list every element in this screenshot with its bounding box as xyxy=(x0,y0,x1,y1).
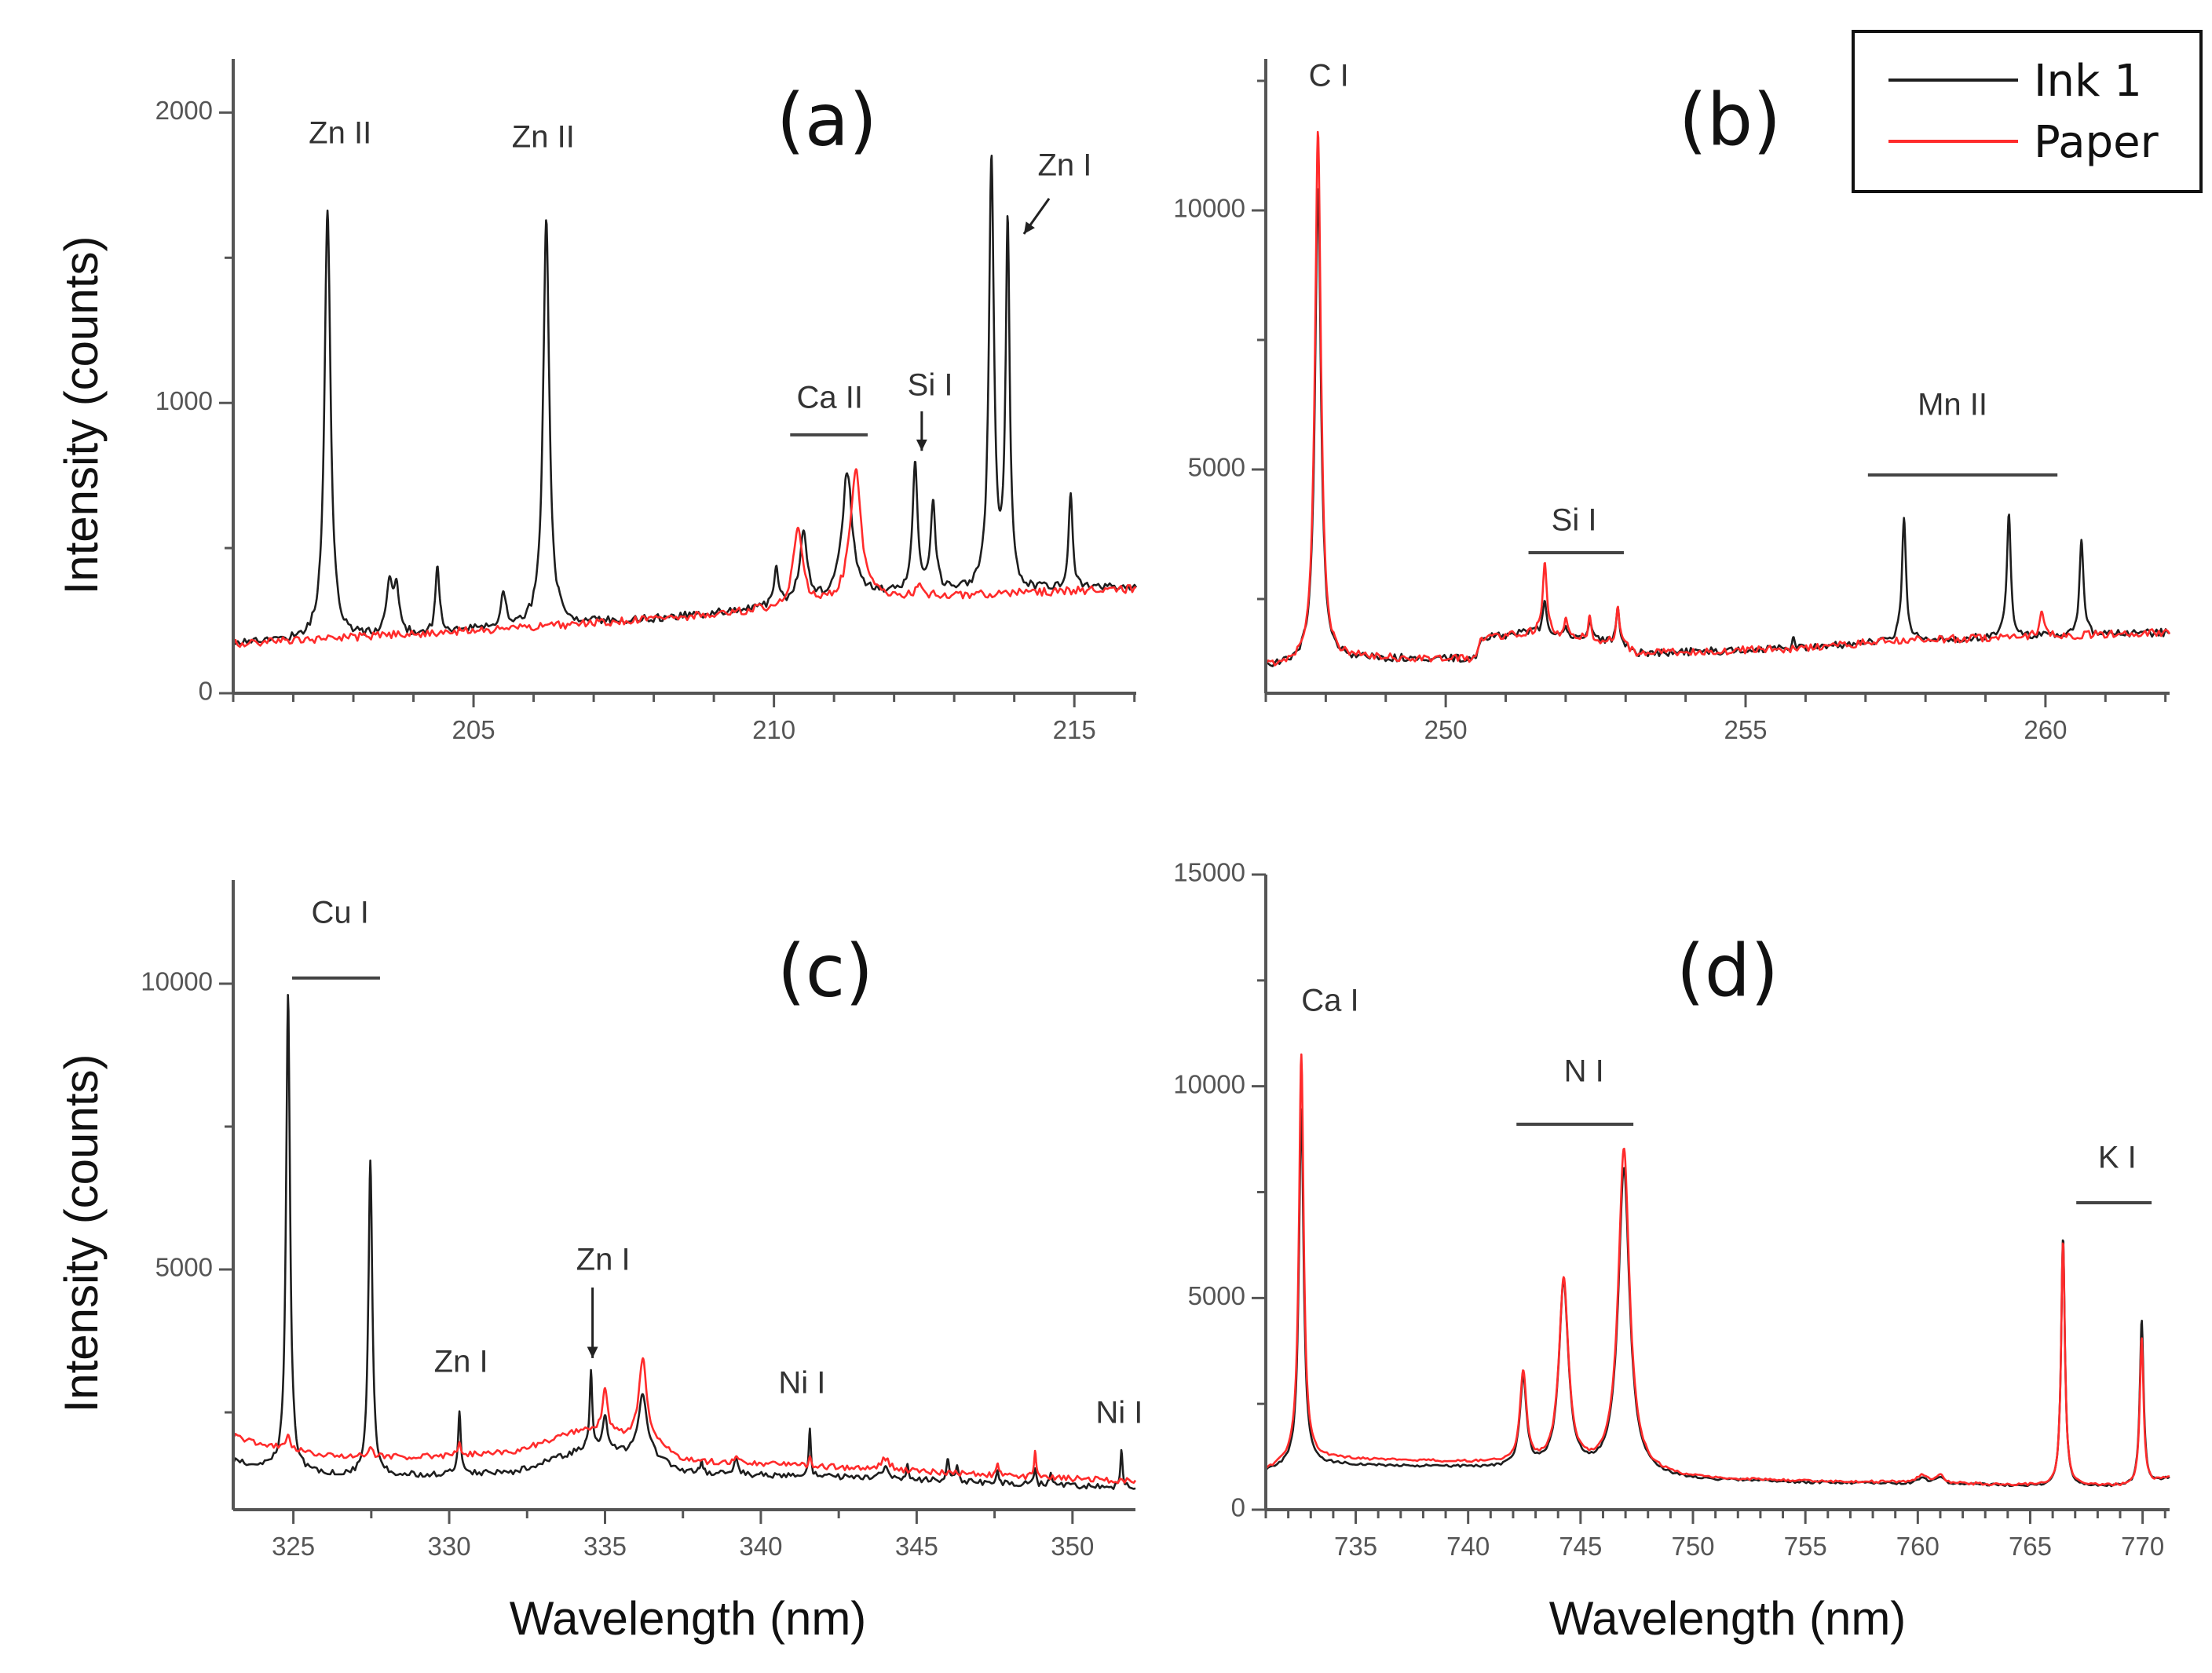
y-tick-label: 0 xyxy=(199,677,213,706)
y-tick-label: 5000 xyxy=(1188,1281,1245,1310)
panel-c: 325 330 335 340 345 350 5000 10000 Cu I Zn I Zn I N… xyxy=(141,880,1143,1561)
y-tick-label: 0 xyxy=(1231,1493,1245,1522)
legend: Ink 1 Paper xyxy=(1852,30,2203,193)
x-axis-title-right: Wavelength (nm) xyxy=(1549,1592,1907,1645)
peak-annotation: Ni I xyxy=(778,1365,825,1400)
panel-label: (d) xyxy=(1676,929,1779,1013)
arrow-head-icon xyxy=(1023,221,1035,234)
peak-annotation: C I xyxy=(1309,59,1349,93)
x-tick-label: 325 xyxy=(272,1532,315,1561)
spectrum-line-paper xyxy=(1264,130,2171,667)
x-tick-label: 250 xyxy=(1424,715,1468,744)
spectrum-line-ink-1 xyxy=(232,994,1136,1490)
legend-label-ink1: Ink 1 xyxy=(2034,56,2142,107)
x-tick-label: 330 xyxy=(428,1532,471,1561)
peak-annotation: Zn II xyxy=(309,115,371,150)
x-tick-label: 335 xyxy=(583,1532,627,1561)
peak-annotation: Ca I xyxy=(1301,984,1358,1018)
y-tick-label: 2000 xyxy=(155,96,213,125)
spectrum-line-paper xyxy=(232,468,1137,648)
y-tick-label: 5000 xyxy=(1188,453,1245,482)
spectrum-line-ink-1 xyxy=(232,155,1138,646)
x-tick-label: 345 xyxy=(895,1532,938,1561)
x-tick-label: 260 xyxy=(2024,715,2067,744)
x-tick-label: 205 xyxy=(452,715,495,744)
peak-annotation: N I xyxy=(1564,1054,1604,1089)
peak-annotation: K I xyxy=(2098,1141,2137,1175)
panel-a: 205 210 215 0 1000 2000 Zn II Zn II Ca II Si I Zn … xyxy=(155,59,1138,744)
peak-annotation: Si I xyxy=(908,367,953,402)
peak-annotation: Zn I xyxy=(434,1344,488,1379)
x-tick-label: 340 xyxy=(739,1532,782,1561)
y-axis-title-bottom: Intensity (counts) xyxy=(55,1054,108,1413)
x-tick-label: 750 xyxy=(1671,1532,1714,1561)
spectrum-line-paper xyxy=(232,1357,1137,1485)
peak-annotation: Cu I xyxy=(311,895,368,930)
spectrum-line-ink-1 xyxy=(1265,188,2170,667)
x-tick-label: 760 xyxy=(1896,1532,1940,1561)
x-tick-label: 740 xyxy=(1446,1532,1490,1561)
peak-annotation: Zn II xyxy=(512,120,575,155)
peak-annotation: Zn I xyxy=(576,1242,631,1277)
spectrum-line-paper xyxy=(1265,1053,2170,1487)
x-tick-label: 755 xyxy=(1784,1532,1827,1561)
panel-label: (a) xyxy=(777,78,877,162)
arrow-head-icon xyxy=(916,439,927,451)
panel-label: (c) xyxy=(777,929,873,1013)
peak-annotation: Ca II xyxy=(797,381,863,415)
x-axis-title-left: Wavelength (nm) xyxy=(510,1592,867,1645)
y-tick-label: 10000 xyxy=(1173,1069,1245,1098)
x-tick-label: 745 xyxy=(1559,1532,1602,1561)
peak-annotation: Zn I xyxy=(1037,148,1091,182)
y-tick-label: 10000 xyxy=(141,967,213,996)
x-tick-label: 255 xyxy=(1724,715,1767,744)
legend-box xyxy=(1852,30,2203,193)
y-axis-title-top: Intensity (counts) xyxy=(55,236,108,595)
y-tick-label: 15000 xyxy=(1173,858,1245,887)
x-tick-label: 215 xyxy=(1053,715,1096,744)
spectrum-line-ink-1 xyxy=(1265,1108,2170,1488)
peak-annotation: Ni I xyxy=(1095,1395,1143,1430)
x-tick-label: 765 xyxy=(2009,1532,2052,1561)
y-tick-label: 5000 xyxy=(155,1253,213,1282)
panel-b: 250 255 260 5000 10000 C I Si I Mn II (b) xyxy=(1173,59,2171,744)
peak-annotation: Si I xyxy=(1552,503,1597,538)
panel-d: 735 740 745 750 755 760 765 770 0 5000 10000 15000 C… xyxy=(1173,858,2170,1561)
x-tick-label: 210 xyxy=(752,715,795,744)
x-tick-label: 735 xyxy=(1334,1532,1377,1561)
legend-label-paper: Paper xyxy=(2034,117,2159,168)
panel-label: (b) xyxy=(1679,78,1781,162)
y-tick-label: 10000 xyxy=(1173,194,1245,223)
x-tick-label: 350 xyxy=(1051,1532,1094,1561)
arrow-head-icon xyxy=(587,1346,598,1358)
peak-annotation: Mn II xyxy=(1918,388,1987,422)
x-tick-label: 770 xyxy=(2121,1532,2164,1561)
y-tick-label: 1000 xyxy=(155,386,213,415)
